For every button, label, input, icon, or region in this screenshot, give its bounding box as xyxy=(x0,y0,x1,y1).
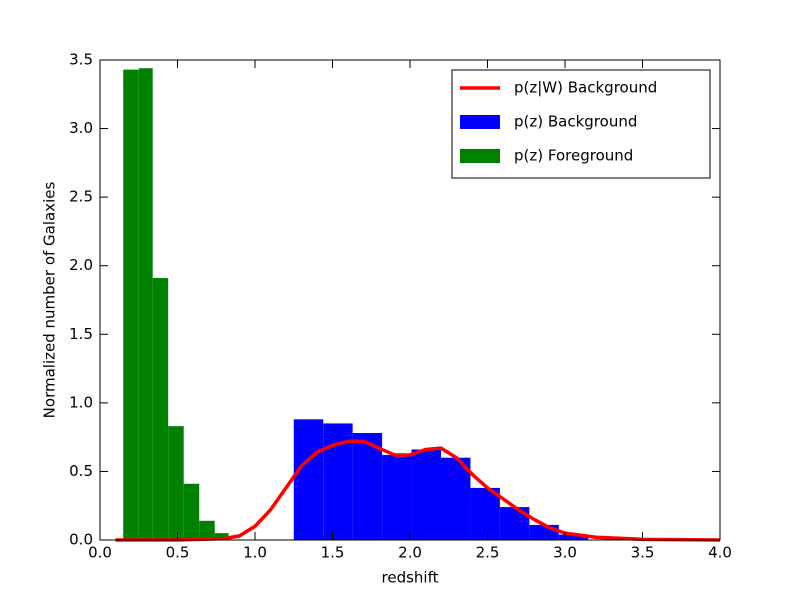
histogram-bar xyxy=(558,534,589,540)
histogram-bar xyxy=(293,419,324,540)
x-tick-label: 0.5 xyxy=(166,544,190,562)
histogram-bar xyxy=(123,69,139,540)
y-tick-label: 1.5 xyxy=(69,325,93,343)
x-tick-label: 3.5 xyxy=(631,544,655,562)
histogram-bar xyxy=(199,520,215,540)
histogram-bar xyxy=(168,426,184,540)
histogram-bar xyxy=(352,433,383,540)
y-tick-label: 3.5 xyxy=(69,51,93,69)
x-tick-label: 1.0 xyxy=(243,544,267,562)
histogram-bar xyxy=(214,533,229,540)
legend-swatch xyxy=(460,115,500,129)
legend: p(z|W) Background p(z) Background p(z) For… xyxy=(451,69,711,179)
x-tick-label: 0.0 xyxy=(88,544,112,562)
x-tick-label: 1.5 xyxy=(321,544,345,562)
y-tick-label: 0.0 xyxy=(69,531,93,549)
x-tick-label: 2.5 xyxy=(476,544,500,562)
y-tick-label: 3.0 xyxy=(69,119,93,137)
y-tick-label: 2.5 xyxy=(69,188,93,206)
histogram-bar xyxy=(529,524,559,540)
y-tick-label: 0.5 xyxy=(69,462,93,480)
x-tick-label: 4.0 xyxy=(708,544,732,562)
x-axis-label: redshift xyxy=(382,569,439,587)
histogram-bar xyxy=(183,483,200,540)
histogram-bar xyxy=(382,454,412,540)
x-tick-label: 3.0 xyxy=(553,544,577,562)
x-tick-label: 2.0 xyxy=(398,544,422,562)
histogram-bar xyxy=(411,449,441,540)
legend-label: p(z) Background xyxy=(514,113,637,131)
density-line xyxy=(115,439,721,542)
y-tick-label: 2.0 xyxy=(69,256,93,274)
y-tick-label: 1.0 xyxy=(69,393,93,411)
histogram-bar xyxy=(441,457,471,540)
histogram-bar xyxy=(138,68,153,540)
legend-label: p(z|W) Background xyxy=(514,79,657,97)
legend-label: p(z) Foreground xyxy=(514,147,633,165)
histogram-bar xyxy=(152,278,169,540)
legend-swatch xyxy=(460,149,500,163)
y-axis-label: Normalized number of Galaxies xyxy=(41,182,59,419)
histogram-bar xyxy=(470,487,500,540)
